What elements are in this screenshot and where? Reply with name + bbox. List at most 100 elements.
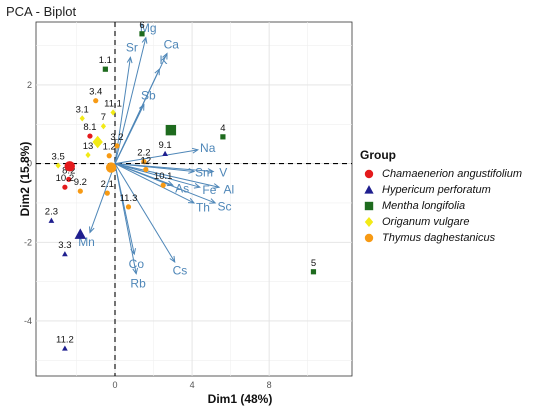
legend-marker bbox=[364, 233, 374, 243]
legend-key-circle-icon bbox=[364, 233, 374, 243]
variable-arrowhead bbox=[191, 147, 200, 154]
x-tick-label: 8 bbox=[267, 380, 272, 390]
variable-arrowhead bbox=[187, 197, 196, 204]
data-point bbox=[62, 251, 68, 257]
data-point-label: 7 bbox=[101, 112, 106, 123]
data-point bbox=[79, 115, 85, 122]
legend-key-diamond-icon bbox=[364, 216, 374, 228]
data-point bbox=[139, 31, 145, 37]
variable-label: K bbox=[160, 53, 168, 67]
data-point-label: 2.1 bbox=[101, 179, 114, 190]
legend-marker bbox=[364, 201, 374, 211]
reference-lines bbox=[36, 22, 352, 376]
variable-arrow bbox=[89, 163, 116, 233]
data-point bbox=[62, 184, 68, 190]
variable-arrow bbox=[114, 37, 147, 164]
data-point-label: 11.3 bbox=[120, 193, 138, 204]
variable-label: Al bbox=[223, 182, 234, 196]
data-point-label: 5 bbox=[311, 258, 316, 269]
data-point bbox=[55, 162, 61, 169]
data-point bbox=[125, 204, 132, 210]
data-point bbox=[48, 217, 55, 223]
data-point-label: 2.2 bbox=[137, 148, 150, 159]
variable-arrowhead bbox=[209, 198, 217, 204]
data-point-label: 3.5 bbox=[52, 152, 65, 163]
legend-marker bbox=[364, 185, 374, 194]
data-point-label: 3.4 bbox=[89, 87, 102, 98]
data-point bbox=[93, 98, 99, 104]
data-point-label: 1.1 bbox=[99, 55, 112, 66]
data-point bbox=[62, 345, 68, 351]
group-centroid bbox=[105, 162, 117, 173]
variable-arrow bbox=[114, 163, 137, 274]
x-tick-label: 4 bbox=[190, 380, 195, 390]
data-point-label: 4 bbox=[220, 123, 225, 134]
data-point bbox=[87, 133, 93, 139]
data-point bbox=[143, 166, 149, 173]
legend-item: Hypericum perforatum bbox=[360, 182, 548, 198]
data-point-label: 10.2 bbox=[56, 173, 75, 184]
x-tick-label: 0 bbox=[112, 380, 117, 390]
legend-title: Group bbox=[360, 148, 396, 162]
variable-arrowhead bbox=[207, 168, 215, 174]
variable-arrowhead bbox=[141, 36, 148, 44]
variable-arrow bbox=[114, 149, 198, 165]
group-centroid bbox=[64, 161, 75, 172]
legend-marker bbox=[364, 216, 374, 228]
y-tick-label: 2 bbox=[27, 80, 32, 90]
legend-label: Hypericum perforatum bbox=[382, 184, 491, 196]
y-axis-label: Dim2 (15.8%) bbox=[18, 141, 32, 217]
data-point-label: 9.2 bbox=[74, 177, 87, 188]
variable-label: Cs bbox=[173, 263, 188, 277]
data-point bbox=[114, 143, 120, 149]
legend-key-circle-icon bbox=[364, 169, 374, 179]
data-point-label: 10.1 bbox=[154, 171, 173, 182]
variable-arrowhead bbox=[138, 103, 145, 111]
data-point-label: 3.1 bbox=[76, 104, 89, 115]
legend: Group Chamaenerion angustifolium Hypericu… bbox=[360, 148, 548, 246]
variable-label: Sr bbox=[126, 41, 138, 55]
y-tick-label: 0 bbox=[27, 159, 32, 169]
legend-items: Chamaenerion angustifolium Hypericum perf… bbox=[360, 166, 548, 246]
x-axis-label: Dim1 (48%) bbox=[207, 392, 273, 406]
axis-ticks: 0 4 8 -4 -2 0 2 bbox=[24, 80, 272, 390]
variable-label: Ca bbox=[164, 37, 180, 51]
variable-arrow bbox=[114, 163, 200, 188]
data-point bbox=[160, 182, 166, 188]
variable-arrowhead bbox=[166, 180, 174, 187]
data-point bbox=[162, 150, 168, 156]
variable-arrow bbox=[114, 163, 173, 186]
data-point bbox=[110, 109, 116, 116]
variable-label: Fe bbox=[202, 183, 216, 197]
data-point-label: 3.2 bbox=[110, 132, 123, 143]
data-point bbox=[104, 190, 110, 196]
group-centroid bbox=[74, 228, 87, 239]
legend-key-triangle-icon bbox=[364, 185, 374, 194]
legend-marker bbox=[364, 169, 374, 179]
legend-item: Chamaenerion angustifolium bbox=[360, 166, 548, 182]
variable-arrow bbox=[114, 104, 145, 164]
legend-label: Thymus daghestanicus bbox=[382, 232, 496, 244]
legend-item: Mentha longifolia bbox=[360, 198, 548, 214]
data-point-label: 12 bbox=[141, 156, 152, 167]
variable-arrow bbox=[114, 163, 214, 172]
variable-label: Na bbox=[200, 141, 216, 155]
variable-arrowhead bbox=[193, 182, 201, 189]
data-point-label: 3.3 bbox=[58, 240, 71, 251]
variable-arrow bbox=[114, 163, 195, 204]
plot-panel bbox=[35, 21, 353, 377]
group-centroid bbox=[92, 135, 103, 149]
data-point-label: 13 bbox=[83, 141, 94, 152]
data-points: 61.13.411.173.18.13.21.2133.58.210.29.22… bbox=[45, 20, 316, 351]
data-point-label: 2.3 bbox=[45, 207, 58, 218]
data-point bbox=[310, 269, 317, 275]
variable-arrowhead bbox=[169, 255, 176, 263]
variable-arrowhead bbox=[213, 183, 221, 189]
chart-title: PCA - Biplot bbox=[6, 4, 77, 19]
legend-item: Origanum vulgare bbox=[360, 214, 548, 230]
variable-arrowhead bbox=[126, 56, 133, 64]
data-point bbox=[141, 159, 147, 165]
variable-arrow bbox=[114, 163, 220, 188]
variable-label: Th bbox=[196, 200, 210, 214]
